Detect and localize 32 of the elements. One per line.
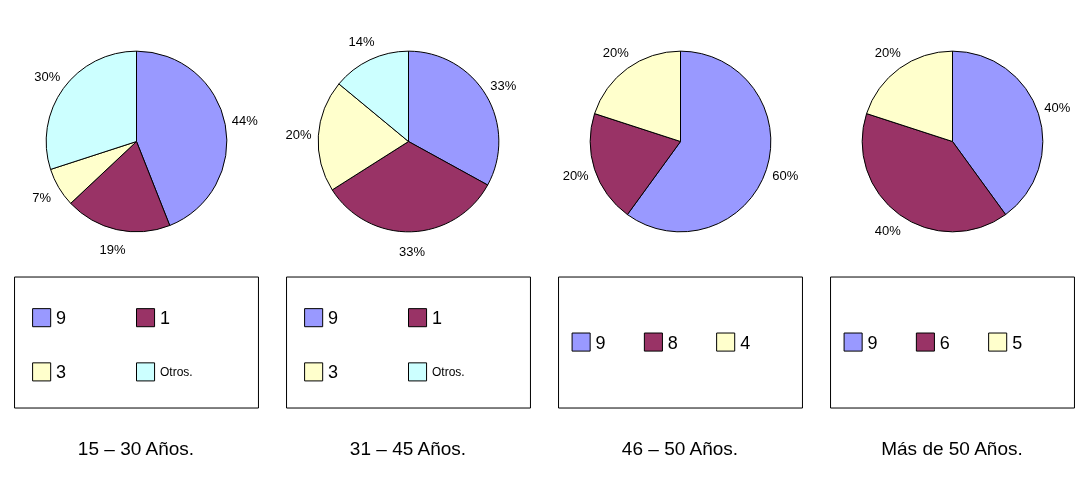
legend-label: Otros. xyxy=(431,364,465,379)
legend-label: 1 xyxy=(431,308,443,329)
data-label: 60% xyxy=(772,168,799,184)
legend-label: 1 xyxy=(159,308,171,329)
data-label: 20% xyxy=(602,44,630,60)
data-label: 40% xyxy=(874,223,902,239)
legend-label: 6 xyxy=(939,332,950,353)
data-label: 20% xyxy=(562,168,590,184)
data-label: 20% xyxy=(285,127,312,143)
data-label: 20% xyxy=(874,44,902,60)
text: 31 – 45 Años. xyxy=(349,438,467,460)
text: 15 – 30 Años. xyxy=(77,438,195,460)
legend-label: 3 xyxy=(328,362,339,383)
text: 46 – 50 Años. xyxy=(621,438,739,460)
legend-label: 9 xyxy=(595,332,606,353)
data-label: 40% xyxy=(1044,99,1071,115)
legend-label: Otros. xyxy=(159,364,193,379)
legend-label: 9 xyxy=(867,332,878,353)
legend-label: 3 xyxy=(56,362,67,383)
data-label: 30% xyxy=(34,69,61,85)
legend-label: 9 xyxy=(56,308,67,329)
data-label: 7% xyxy=(32,190,52,206)
legend-label: 5 xyxy=(1012,332,1023,353)
data-label: 19% xyxy=(99,241,126,257)
data-label: 33% xyxy=(490,77,517,93)
legend-label: 9 xyxy=(328,308,339,329)
data-label: 14% xyxy=(348,34,376,50)
legend-label: 8 xyxy=(667,332,678,353)
data-label: 33% xyxy=(398,244,426,260)
data-label: 44% xyxy=(231,113,259,129)
text: Más de 50 Años. xyxy=(881,438,1023,460)
legend-label: 4 xyxy=(740,332,751,353)
